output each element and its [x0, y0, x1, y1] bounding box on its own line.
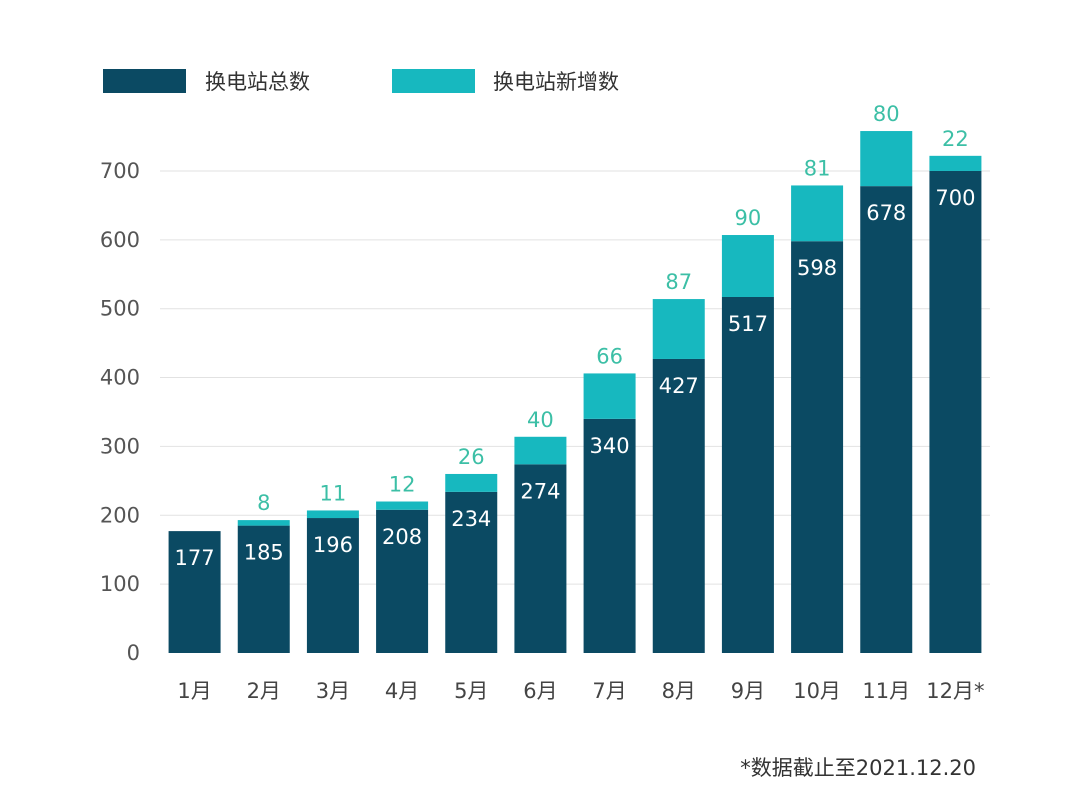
- bar-total-label: 185: [244, 541, 284, 565]
- bar-total-label: 177: [175, 546, 215, 570]
- x-tick-label: 7月: [592, 679, 626, 703]
- x-tick-label: 9月: [731, 679, 765, 703]
- bar-total-label: 274: [520, 479, 560, 503]
- bar-total: [445, 491, 498, 653]
- bar-added: [791, 185, 844, 242]
- bar-added-label: 90: [735, 206, 762, 230]
- y-tick-label: 600: [100, 228, 140, 252]
- legend-swatch-total: [103, 69, 186, 93]
- bar-total: [652, 358, 705, 653]
- x-tick-label: 1月: [177, 679, 211, 703]
- x-tick-label: 10月: [793, 679, 841, 703]
- legend-label-total: 换电站总数: [205, 70, 310, 94]
- y-tick-label: 200: [100, 503, 140, 527]
- bar-total: [376, 509, 429, 653]
- bar-total-label: 234: [451, 507, 491, 531]
- bars: 177 185 8 196 11 208 12 234 26 274 40 340 66 427 87 517…: [168, 102, 982, 654]
- bar-added: [860, 131, 913, 187]
- bar-total-label: 598: [797, 256, 837, 280]
- bar-total-label: 196: [313, 533, 353, 557]
- bar-total-label: 208: [382, 525, 422, 549]
- y-tick-label: 700: [100, 159, 140, 183]
- bar-added: [721, 235, 774, 297]
- bar-added: [445, 473, 498, 492]
- bar-added: [514, 436, 567, 465]
- bar-total-label: 678: [866, 201, 906, 225]
- bar-total-label: 427: [659, 374, 699, 398]
- bar-total-label: 700: [935, 186, 975, 210]
- bar-total: [306, 518, 359, 653]
- bar-added-label: 12: [389, 473, 416, 497]
- bar-added: [306, 510, 359, 519]
- y-tick-label: 0: [127, 641, 140, 665]
- bar-added: [583, 373, 636, 419]
- legend-swatch-added: [392, 69, 475, 93]
- x-tick-label: 11月: [862, 679, 910, 703]
- x-tick-label: 2月: [247, 679, 281, 703]
- bar-total: [583, 418, 636, 653]
- x-tick-label: 3月: [316, 679, 350, 703]
- bar-total: [168, 531, 221, 653]
- legend: 换电站总数 换电站新增数: [103, 69, 619, 94]
- bar-added: [652, 299, 705, 359]
- bar-added-label: 8: [257, 491, 270, 515]
- x-tick-label: 12月*: [926, 679, 984, 703]
- bar-added-label: 81: [804, 156, 831, 180]
- bar-total-label: 517: [728, 312, 768, 336]
- bar-added-label: 40: [527, 408, 554, 432]
- x-axis: 1月 2月 3月 4月 5月 6月 7月 8月 9月 10月 11月 12月*: [177, 679, 984, 703]
- bar-added-label: 80: [873, 102, 900, 126]
- bar-total: [791, 241, 844, 653]
- bar-added-label: 66: [596, 344, 623, 368]
- bar-added: [376, 501, 429, 510]
- bar-total: [721, 296, 774, 653]
- footnote: *数据截止至2021.12.20: [740, 756, 976, 780]
- x-tick-label: 6月: [523, 679, 557, 703]
- y-tick-label: 400: [100, 366, 140, 390]
- legend-label-added: 换电站新增数: [493, 70, 619, 94]
- bar-added: [929, 155, 982, 171]
- bar-total: [929, 170, 982, 654]
- y-tick-label: 500: [100, 297, 140, 321]
- bar-added-label: 26: [458, 445, 485, 469]
- y-tick-label: 100: [100, 572, 140, 596]
- bar-total: [237, 525, 290, 653]
- x-tick-label: 4月: [385, 679, 419, 703]
- x-tick-label: 8月: [662, 679, 696, 703]
- bar-total: [514, 464, 567, 653]
- bar-total-label: 340: [590, 434, 630, 458]
- y-tick-label: 300: [100, 434, 140, 458]
- x-tick-label: 5月: [454, 679, 488, 703]
- bar-added-label: 87: [665, 270, 692, 294]
- bar-total: [860, 186, 913, 653]
- y-axis: 0 100 200 300 400 500 600 700: [100, 159, 140, 665]
- gridlines: [160, 170, 990, 585]
- bar-added: [237, 520, 290, 526]
- bar-added-label: 11: [320, 481, 347, 505]
- bar-added-label: 22: [942, 127, 969, 151]
